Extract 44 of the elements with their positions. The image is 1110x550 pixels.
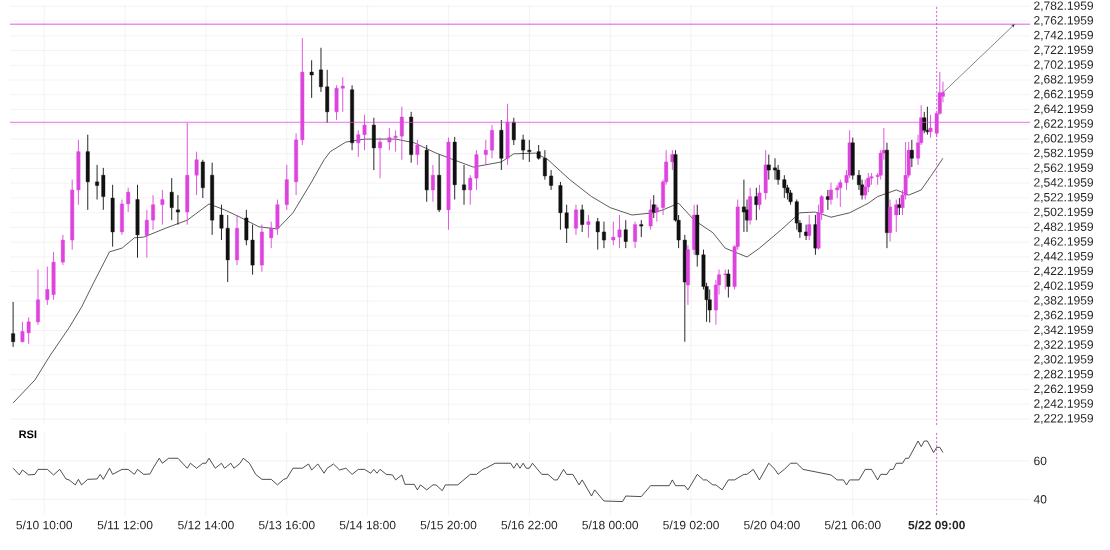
y-tick-label: 2,242.1959 [1034,399,1094,410]
y-tick-label: 2,402.1959 [1034,281,1094,292]
y-tick-label: 2,502.1959 [1034,207,1094,218]
x-tick-label: 5/16 22:00 [501,520,558,530]
y-tick-label: 2,482.1959 [1034,222,1094,233]
y-tick-label: 2,222.1959 [1034,414,1094,424]
x-tick-label: 5/11 12:00 [97,520,153,530]
y-tick-label: 2,582.1959 [1034,148,1094,159]
x-tick-label: 5/12 14:00 [178,520,234,530]
y-tick-label: 2,762.1959 [1034,16,1094,27]
y-tick-label: 2,342.1959 [1034,325,1094,336]
x-tick-label: 5/20 04:00 [744,520,800,530]
y-tick-label: 2,522.1959 [1034,192,1094,203]
y-tick-label: 2,662.1959 [1034,89,1094,100]
x-tick-label: 5/15 20:00 [420,520,477,530]
y-tick-label: 2,442.1959 [1034,251,1094,262]
y-tick-label: 2,542.1959 [1034,178,1094,189]
y-tick-label: 2,722.1959 [1034,45,1094,56]
y-tick-label: 60 [1034,456,1047,466]
y-tick-label: 2,702.1959 [1034,60,1094,71]
x-tick-label: 5/14 18:00 [339,520,396,530]
y-tick-label: 2,602.1959 [1034,134,1094,144]
y-tick-label: 2,562.1959 [1034,163,1094,174]
y-tick-label: 2,682.1959 [1034,75,1094,85]
y-tick-label: 2,382.1959 [1034,296,1094,307]
y-tick-label: 2,782.1959 [1034,1,1094,12]
x-tick-label: 5/10 10:00 [16,520,73,530]
y-tick-label: 2,422.1959 [1034,266,1094,277]
y-tick-label: 2,622.1959 [1034,119,1094,130]
y-tick-label: 2,642.1959 [1034,104,1094,115]
x-tick-label: 5/19 02:00 [663,520,719,530]
x-tick-label: 5/18 00:00 [582,520,639,530]
x-tick-label: 5/21 06:00 [824,520,881,530]
x-tick-label: 5/13 16:00 [258,520,315,530]
y-tick-label: 2,322.1959 [1034,340,1094,351]
y-tick-label: 2,742.1959 [1034,30,1094,41]
y-tick-label: 2,302.1959 [1034,355,1094,365]
y-tick-label: 2,262.1959 [1034,384,1094,395]
y-tick-label: 2,462.1959 [1034,237,1094,248]
chart-title: RSI [19,430,37,439]
x-tick-label: 5/22 09:00 [908,520,965,530]
y-tick-label: 2,362.1959 [1034,310,1094,321]
y-tick-label: 2,282.1959 [1034,369,1094,380]
y-tick-label: 40 [1033,495,1047,504]
